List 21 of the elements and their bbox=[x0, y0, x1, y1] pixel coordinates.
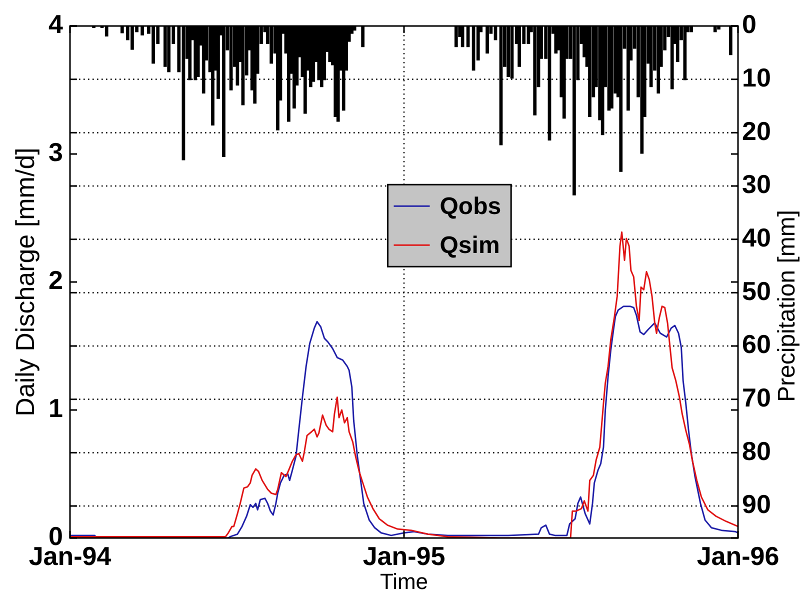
y2-tick-label: 30 bbox=[742, 169, 771, 200]
legend-label: Qsim bbox=[440, 232, 500, 259]
y-axis-title: Daily Discharge [mm/d] bbox=[10, 148, 40, 416]
y2-tick-label: 0 bbox=[742, 9, 756, 40]
y2-tick-label: 50 bbox=[742, 276, 771, 306]
y-tick-label: 4 bbox=[48, 9, 64, 40]
y2-tick-label: 80 bbox=[742, 436, 771, 466]
y2-tick-label: 40 bbox=[742, 222, 771, 253]
y2-tick-label: 10 bbox=[742, 62, 771, 93]
y-tick-label: 3 bbox=[48, 137, 63, 168]
y-tick-label: 1 bbox=[48, 393, 63, 424]
y2-tick-label: 20 bbox=[742, 116, 771, 146]
legend-label: Qobs bbox=[440, 192, 502, 220]
y2-axis-title: Precipitation [mm] bbox=[774, 210, 801, 402]
y2-tick-label: 90 bbox=[742, 489, 771, 520]
x-axis-title: Time bbox=[380, 568, 428, 594]
x-tick-label: Jan-96 bbox=[696, 540, 780, 571]
y2-tick-label: 70 bbox=[742, 382, 771, 413]
y-tick-label: 2 bbox=[48, 265, 63, 296]
x-tick-label: Jan-95 bbox=[362, 540, 446, 571]
y2-tick-label: 60 bbox=[742, 329, 771, 360]
